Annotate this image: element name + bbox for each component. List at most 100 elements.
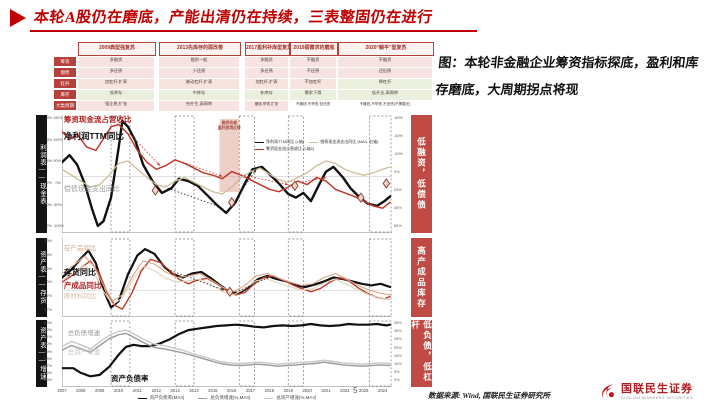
panel-side-label: 资产表——增速 bbox=[36, 320, 47, 387]
table-cell: 先外生,高周转 bbox=[159, 101, 239, 111]
x-axis-year: 2007 bbox=[57, 388, 67, 393]
episode-dashed-box bbox=[287, 238, 304, 317]
table-row-label: 偿债 bbox=[54, 68, 76, 77]
panel-side-label: 利润表——现金表 bbox=[36, 115, 47, 233]
table-cell: 不融资 bbox=[338, 57, 432, 67]
x-axis-year: 2020 bbox=[302, 388, 312, 393]
table-cell: 不赚钱,不举债,但还债 bbox=[295, 102, 331, 106]
table-cell: 低开支,高周转 bbox=[338, 90, 432, 100]
table-cell: 强企稳,扩张 bbox=[78, 101, 154, 111]
episode-dashed-box bbox=[238, 238, 255, 317]
episode-dashed-box bbox=[174, 320, 195, 387]
series-inline-label: 总负债增速 bbox=[67, 330, 101, 338]
x-axis-year: 2019 bbox=[283, 388, 293, 393]
series-line bbox=[62, 265, 391, 305]
x-axis-year: 2023 bbox=[359, 388, 369, 393]
legend-entry: 偿债现金流支出同比 (MA4, 右轴) bbox=[309, 139, 378, 145]
x-axis-year: 2024 bbox=[377, 388, 388, 393]
left-axis-ticks-outer: 33% 23% 13% 3% -7% -17% bbox=[43, 239, 52, 313]
x-axis-year: 2012 bbox=[151, 388, 161, 393]
episode-dashed-box bbox=[238, 320, 255, 387]
x-axis-year: 2017 bbox=[245, 388, 256, 393]
annotation-arrow bbox=[182, 161, 223, 177]
table-cell: 不还债 bbox=[290, 68, 336, 78]
series-inline-label: 存货同比 bbox=[63, 267, 96, 277]
table-cell: 不加杠杆 bbox=[290, 79, 336, 89]
episode-dashed-box bbox=[369, 115, 392, 233]
series-inline-label: 在产品同比 bbox=[63, 244, 97, 252]
logo-name-cn: 国联民生证券 bbox=[621, 383, 693, 396]
episode-dashed-box bbox=[110, 320, 131, 387]
annotation-arrow bbox=[163, 267, 225, 291]
series-inline-label: 资产负债率 bbox=[111, 374, 149, 384]
right-axis-ticks: 35% 30% 25% 20% 15% 10% 5% 0% bbox=[394, 321, 402, 383]
episode-dashed-box bbox=[369, 238, 392, 317]
x-axis-year: 2013 bbox=[170, 388, 180, 393]
table-row-label: 库存 bbox=[54, 90, 76, 99]
table-cell: 中库存 bbox=[159, 90, 239, 100]
table-cell: 加杠杆,扩表 bbox=[78, 79, 154, 89]
x-axis-year: 2008 bbox=[76, 388, 86, 393]
series-inline-label: 净利润TTM同比 bbox=[63, 130, 124, 141]
series-inline-label: 筹资现金流占营收比 bbox=[63, 114, 132, 124]
x-axis-year: 2016 bbox=[227, 388, 237, 393]
series-line bbox=[62, 119, 392, 228]
series-inline-label: 原材料同比 bbox=[63, 293, 97, 300]
x-axis-year: 2022 bbox=[340, 388, 350, 393]
x-axis-year: 2015 bbox=[208, 388, 218, 393]
panel1-legend: 净利润TTM同比 (L轴) 偿债现金流支出同比 (MA4, 右轴) 筹资现金流占营收… bbox=[255, 139, 395, 152]
x-axis-year: 2021 bbox=[321, 388, 331, 393]
episode-dashed-box bbox=[174, 115, 195, 233]
turning-point-diamond bbox=[151, 185, 160, 196]
x-axis-year: 2010 bbox=[113, 388, 124, 393]
episode-dashed-box bbox=[287, 115, 304, 233]
panel-annotation-band: 低负债，低杠杆 bbox=[411, 320, 433, 387]
logo-flame-icon bbox=[602, 383, 614, 399]
data-source-note: 数据来源: Wind, 国联民生证券研究所 bbox=[428, 391, 551, 400]
table-cell: 加杠杆,扩表 bbox=[245, 79, 288, 89]
figure-caption: 图：本轮非金融企业筹资指标探底，盈利和库存磨底，大周期拐点将现 bbox=[434, 55, 700, 98]
table-column-header: 2020“躺平”型复苏 bbox=[338, 42, 434, 56]
chart-bottom-legend: 资产负债率(MA4) 总负债增速(%,MA4) 总资产增速(%,MA4) bbox=[62, 395, 392, 401]
page-title: 本轮A股仍在磨底，产能出清仍在持续，三表整固仍在进行 bbox=[32, 10, 434, 26]
turning-point-diamond bbox=[382, 178, 391, 189]
right-axis-ticks: -60% -40% -20% 0% 20% 40% 60% bbox=[394, 116, 403, 229]
series-line bbox=[62, 123, 391, 209]
table-column-header: 2013先库存的弱改善 bbox=[159, 42, 241, 56]
logo-name-en: GUOLIAN MINSHENG SECURITIES bbox=[621, 395, 693, 400]
legend-entry: 净利润TTM同比 (L轴) bbox=[255, 139, 304, 145]
table-cell: 多还债 bbox=[245, 68, 288, 78]
x-axis-years: 2007 2008 2009 2010 2011 2012 2013 2014 2015 2016… bbox=[57, 388, 392, 395]
left-axis-ticks-inner: 150% 100% 50% 0% -50% -100% bbox=[53, 116, 64, 229]
series-inline-label: 总资产增速 bbox=[67, 349, 101, 357]
table-cell: 融资一般 bbox=[159, 57, 239, 67]
left-axis-ticks-outer: 8% 6% 4% 2% 0% -2% bbox=[45, 116, 52, 229]
legend-entry: 资产负债率(MA4) bbox=[137, 395, 184, 401]
panel-annotation-band: 低融资，低偿债 bbox=[411, 115, 432, 233]
x-axis-year: 2009 bbox=[95, 388, 105, 393]
episode-dashed-box bbox=[110, 238, 131, 317]
panel-annotation-band: 高产成品库存 bbox=[411, 238, 432, 317]
legend-entry: 总资产增速(%,MA4) bbox=[264, 395, 316, 401]
episode-dashed-box bbox=[287, 320, 304, 387]
annotation-arrow bbox=[235, 276, 270, 293]
table-cell: 需求下滑 bbox=[290, 90, 336, 100]
bullet-triangle-icon bbox=[10, 9, 26, 27]
legend-entry: 总负债增速(%,MA4) bbox=[198, 395, 250, 401]
legend-entry: 筹资现金流占营收比 (L轴2) bbox=[255, 146, 314, 152]
panel-side-label: 资产表——存货 bbox=[36, 238, 47, 317]
table-row-label: 筹资 bbox=[54, 57, 76, 66]
panel-plot bbox=[62, 115, 392, 233]
table-row-label: 杠杆 bbox=[54, 79, 76, 88]
table-row-label: 大类周期 bbox=[54, 101, 76, 110]
highlight-band bbox=[219, 119, 240, 193]
series-line bbox=[62, 322, 392, 378]
page-number: 5 bbox=[353, 386, 358, 395]
annotation-arrow bbox=[237, 173, 289, 186]
series-inline-label: 产成品同比 bbox=[63, 280, 102, 290]
x-axis-year: 2018 bbox=[264, 388, 275, 393]
turning-point-diamond bbox=[227, 197, 236, 208]
series-line bbox=[62, 329, 391, 365]
panel-plot bbox=[62, 238, 392, 317]
series-line bbox=[62, 255, 391, 302]
